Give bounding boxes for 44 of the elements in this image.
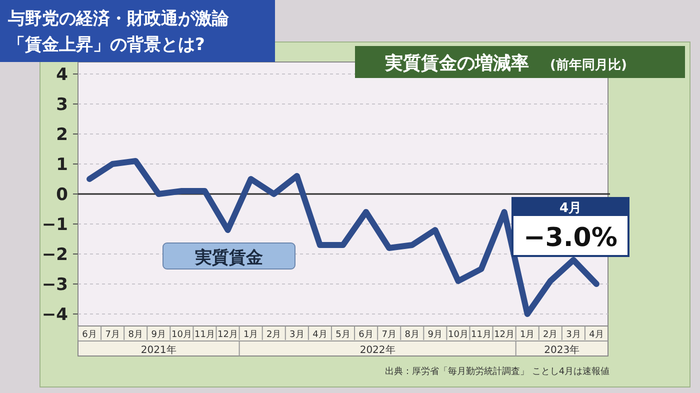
chart-subtitle: (前年同月比) (550, 58, 627, 73)
x-tick-label: 9月 (151, 330, 166, 340)
annotation: 4月 (559, 201, 582, 216)
source-note: 出典：厚労省「毎月勤労統計調査」 ことし4月は速報値 (385, 366, 610, 377)
chart-title: 実質賃金の増減率 (384, 52, 529, 74)
x-tick-label: 3月 (290, 330, 304, 340)
x-tick-label: 6月 (82, 330, 97, 340)
x-tick-label: 10月 (171, 330, 192, 340)
x-tick-label: 12月 (218, 330, 238, 340)
x-tick-label: 10月 (448, 330, 468, 340)
x-tick-label: 4月 (589, 330, 604, 340)
text: 2023年 (544, 344, 580, 356)
text: 与野党の経済・財政通が激論 (7, 9, 230, 29)
name-plate: 実質賃金 (162, 242, 296, 270)
x-tick-label: 9月 (428, 330, 443, 340)
y-tick-label: 4 (56, 65, 68, 85)
x-tick-label: 12月 (494, 330, 515, 340)
y-tick-label: 1 (56, 155, 68, 175)
x-tick-label: 11月 (194, 330, 215, 340)
x-tick-label: 8月 (128, 330, 143, 340)
x-tick-label: 6月 (358, 330, 374, 340)
x-tick-label: 11月 (471, 330, 492, 340)
x-tick-label: 5月 (336, 330, 350, 340)
text: 「賃金上昇」の背景とは? (8, 35, 205, 55)
x-tick-label: 2月 (266, 330, 282, 340)
y-tick-label: −4 (42, 305, 68, 325)
x-tick-label: 7月 (105, 330, 120, 340)
y-tick-label: 3 (56, 95, 68, 115)
x-tick-label: 3月 (566, 330, 581, 340)
series-label: 実質賃金 (194, 248, 263, 268)
x-tick-label: 4月 (312, 330, 328, 340)
text: 2021年 (140, 344, 176, 356)
x-tick-label: 1月 (243, 330, 258, 340)
y-tick-label: 2 (56, 125, 68, 145)
y-tick-label: −2 (42, 245, 68, 265)
x-tick-label: 8月 (404, 330, 420, 340)
y-tick-label: 0 (56, 185, 68, 205)
x-tick-label: 7月 (382, 330, 396, 340)
y-tick-label: −3 (42, 275, 68, 295)
data-label: −3.0% (524, 223, 618, 253)
text: 2022年 (360, 344, 396, 356)
y-tick-label: −1 (42, 215, 68, 235)
x-tick-label: 1月 (520, 330, 535, 340)
x-tick-label: 2月 (543, 330, 558, 340)
